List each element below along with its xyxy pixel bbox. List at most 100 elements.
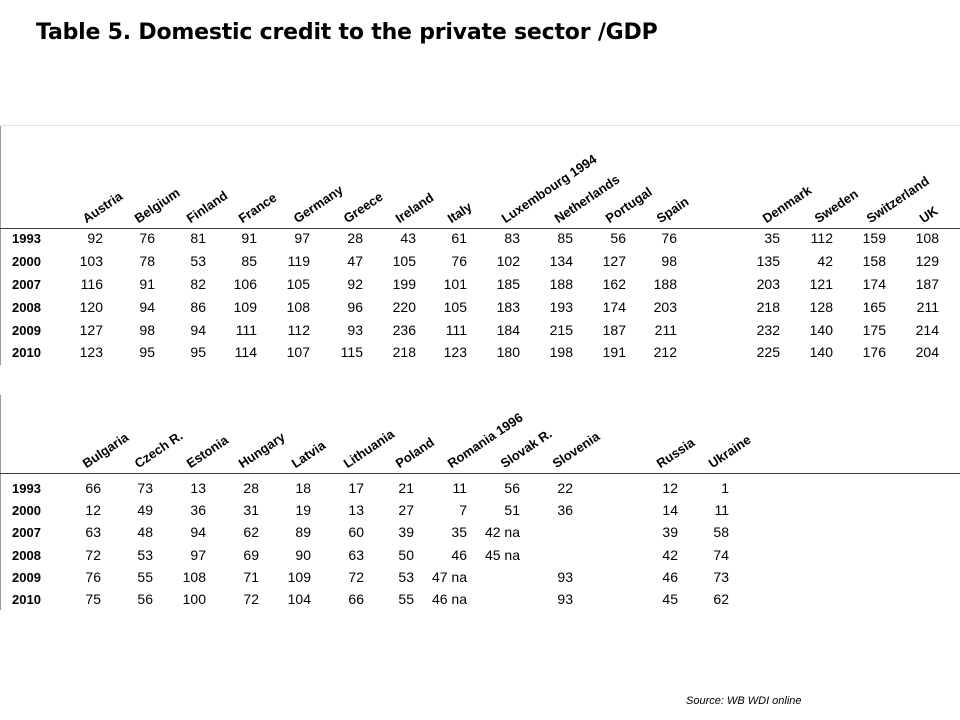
table-cell: 66	[348, 591, 364, 607]
table-cell: 76	[451, 253, 467, 269]
row-year: 2000	[12, 503, 41, 518]
table-cell: 188	[653, 276, 677, 292]
table-cell: 185	[496, 276, 520, 292]
table-cell: 42 na	[484, 524, 520, 540]
table-cell: 120	[79, 299, 103, 315]
left-border	[0, 395, 1, 610]
table-cell: 90	[295, 547, 311, 563]
table-panel-western-europe: Austria Belgium Finland France Germany Greece…	[0, 125, 960, 365]
table-cell: 212	[653, 344, 677, 360]
table-cell: 35	[764, 230, 780, 246]
column-header: Denmark	[759, 182, 815, 226]
row-year: 1993	[12, 481, 41, 496]
table-cell: 123	[79, 344, 103, 360]
table-cell: 92	[347, 276, 363, 292]
table-cell: 53	[190, 253, 206, 269]
column-header: Sweden	[811, 186, 861, 226]
column-header: UK	[916, 203, 941, 226]
table-cell: 91	[139, 276, 155, 292]
table-cell: 11	[714, 502, 729, 518]
table-cell: 203	[756, 276, 780, 292]
table-cell: 112	[810, 230, 833, 246]
table-cell: 73	[713, 569, 729, 585]
table-cell: 63	[348, 547, 364, 563]
table-cell: 91	[241, 230, 257, 246]
column-header: Belgium	[131, 184, 183, 226]
table-cell: 13	[190, 480, 206, 496]
row-year: 2009	[12, 323, 41, 338]
column-header: Poland	[392, 434, 437, 471]
column-header: Austria	[79, 188, 126, 226]
table-cell: 103	[79, 253, 103, 269]
table-cell: 81	[190, 230, 206, 246]
table-cell: 56	[137, 591, 153, 607]
table-cell: 93	[557, 591, 573, 607]
table-cell: 188	[549, 276, 573, 292]
table-cell: 17	[348, 480, 364, 496]
table-cell: 85	[241, 253, 257, 269]
table-cell: 72	[348, 569, 364, 585]
table-cell: 105	[392, 253, 416, 269]
row-year: 2007	[12, 277, 41, 292]
table-cell: 183	[496, 299, 520, 315]
table-cell: 36	[557, 502, 573, 518]
table-cell: 55	[137, 569, 153, 585]
table-cell: 27	[398, 502, 414, 518]
table-cell: 135	[756, 253, 780, 269]
table-cell: 187	[602, 322, 626, 338]
table-cell: 140	[809, 322, 833, 338]
table-cell: 46	[451, 547, 467, 563]
table-cell: 94	[190, 322, 206, 338]
table-cell: 211	[654, 322, 677, 338]
table-cell: 76	[139, 230, 155, 246]
table-cell: 94	[139, 299, 155, 315]
table-cell: 98	[139, 322, 155, 338]
header-separator	[0, 473, 960, 474]
table-cell: 159	[862, 230, 886, 246]
table-cell: 45	[662, 591, 678, 607]
table-cell: 31	[243, 502, 259, 518]
table-cell: 191	[602, 344, 626, 360]
table-cell: 73	[137, 480, 153, 496]
table-cell: 107	[286, 344, 310, 360]
table-cell: 95	[139, 344, 155, 360]
table-cell: 22	[557, 480, 573, 496]
row-year: 2010	[12, 345, 41, 360]
table-cell: 140	[809, 344, 833, 360]
table-cell: 174	[862, 276, 886, 292]
column-header: Finland	[183, 187, 231, 226]
table-cell: 109	[287, 569, 311, 585]
table-cell: 63	[85, 524, 101, 540]
table-cell: 58	[713, 524, 729, 540]
table-cell: 193	[549, 299, 573, 315]
table-cell: 69	[243, 547, 259, 563]
table-cell: 39	[398, 524, 414, 540]
column-header: Germany	[290, 182, 346, 226]
table-cell: 49	[137, 502, 153, 518]
table-cell: 51	[504, 502, 520, 518]
table-cell: 86	[190, 299, 206, 315]
table-cell: 129	[915, 253, 939, 269]
table-cell: 45 na	[484, 547, 520, 563]
table-cell: 82	[190, 276, 206, 292]
table-cell: 100	[182, 591, 206, 607]
table-cell: 46 na	[431, 591, 467, 607]
table-cell: 85	[557, 230, 573, 246]
table-cell: 28	[347, 230, 363, 246]
column-header: Italy	[444, 199, 475, 226]
table-cell: 21	[398, 480, 414, 496]
table-cell: 28	[243, 480, 259, 496]
table-cell: 35	[451, 524, 467, 540]
table-cell: 101	[443, 276, 467, 292]
table-cell: 215	[549, 322, 573, 338]
page-title: Table 5. Domestic credit to the private …	[36, 20, 658, 45]
table-cell: 12	[85, 502, 101, 518]
table-cell: 66	[85, 480, 101, 496]
row-year: 2000	[12, 254, 41, 269]
column-header: Latvia	[288, 437, 329, 471]
table-cell: 71	[243, 569, 259, 585]
table-cell: 56	[504, 480, 520, 496]
table-cell: 72	[85, 547, 101, 563]
table-cell: 121	[809, 276, 833, 292]
table-cell: 175	[862, 322, 886, 338]
